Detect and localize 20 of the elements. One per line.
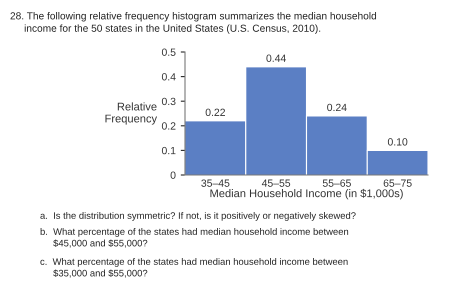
data-label: 0.44 xyxy=(266,54,286,62)
x-tick-label: 65–75 xyxy=(384,179,412,187)
data-label: 0.22 xyxy=(206,108,225,116)
text: c. What percentage of the states had median household income between $35,000 and $55,000? xyxy=(40,258,348,278)
data-label: 0.24 xyxy=(327,104,347,112)
text: b. What percentage of the states had median household income between $45,000 and $55,000? xyxy=(40,228,348,248)
y-tick-label: 0.4 xyxy=(162,73,176,80)
x-tick-label: 55–65 xyxy=(322,179,351,187)
chart-title: 28. The following relative frequency histogram summarizes the median household income for the 50 states in the United States (U.S. Census, 2010). xyxy=(10,12,376,34)
x-tick-label: 45–55 xyxy=(262,180,290,187)
y-axis-title: Relative Frequency xyxy=(105,102,158,125)
y-tick-label: 0 xyxy=(170,172,176,179)
data-label: 0.10 xyxy=(388,138,408,146)
x-axis-title: Median Household Income (in $1,000s) xyxy=(210,188,403,200)
y-tick-label: 0.5 xyxy=(162,48,176,56)
y-tick-label: 0.2 xyxy=(162,122,176,130)
text: a. Is the distribution symmetric? If not, is it positively or negatively skewed? xyxy=(40,212,356,221)
x-tick-label: 35–45 xyxy=(201,179,230,187)
y-tick-label: 0.1 xyxy=(162,146,176,154)
y-tick-label: 0.3 xyxy=(162,98,176,106)
